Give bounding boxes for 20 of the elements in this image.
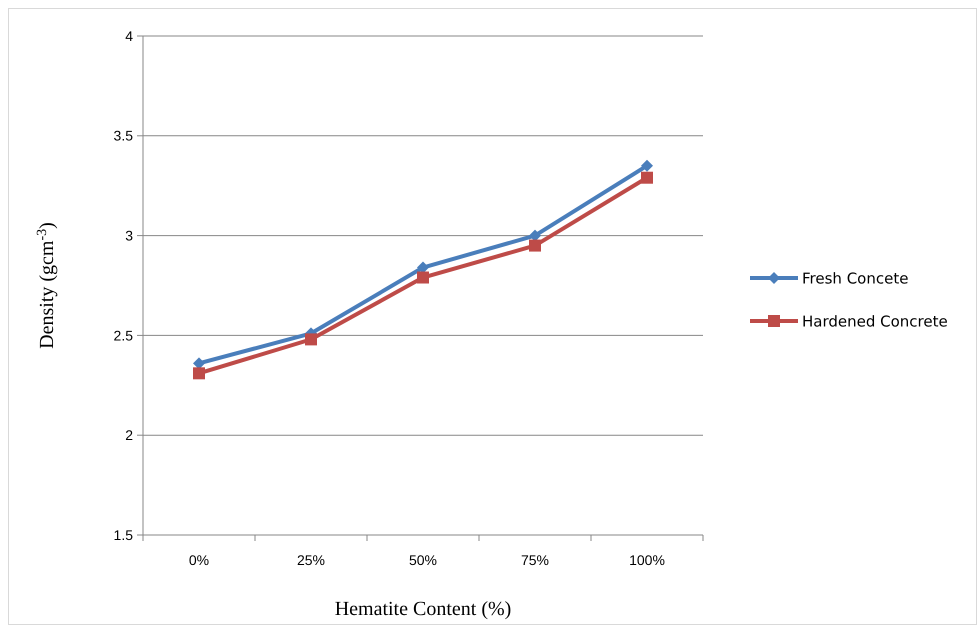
x-tick-label: 0%: [188, 552, 210, 568]
y-tick-label: 2.5: [114, 327, 134, 344]
y-tick-label: 2: [125, 427, 134, 444]
x-tick-label: 50%: [408, 552, 438, 568]
legend-label: Hardened Concrete: [802, 312, 948, 330]
point: [193, 367, 205, 380]
y-tick-label: 1.5: [114, 526, 134, 543]
x-tick-label: 25%: [296, 552, 326, 568]
x-tick-label: 75%: [520, 552, 550, 568]
y-tick-label: 3: [125, 228, 134, 244]
y-tick-label: 3.5: [114, 128, 134, 144]
point: [529, 240, 541, 252]
point: [641, 172, 653, 184]
point: [417, 272, 429, 284]
x-axis-title: Hematite Content (%): [334, 598, 512, 620]
point: [305, 333, 317, 346]
point: [641, 160, 653, 172]
x-tick-label: 100%: [629, 552, 665, 568]
y-tick-label: 4: [125, 28, 134, 44]
legend-label: Fresh Concete: [802, 269, 908, 288]
